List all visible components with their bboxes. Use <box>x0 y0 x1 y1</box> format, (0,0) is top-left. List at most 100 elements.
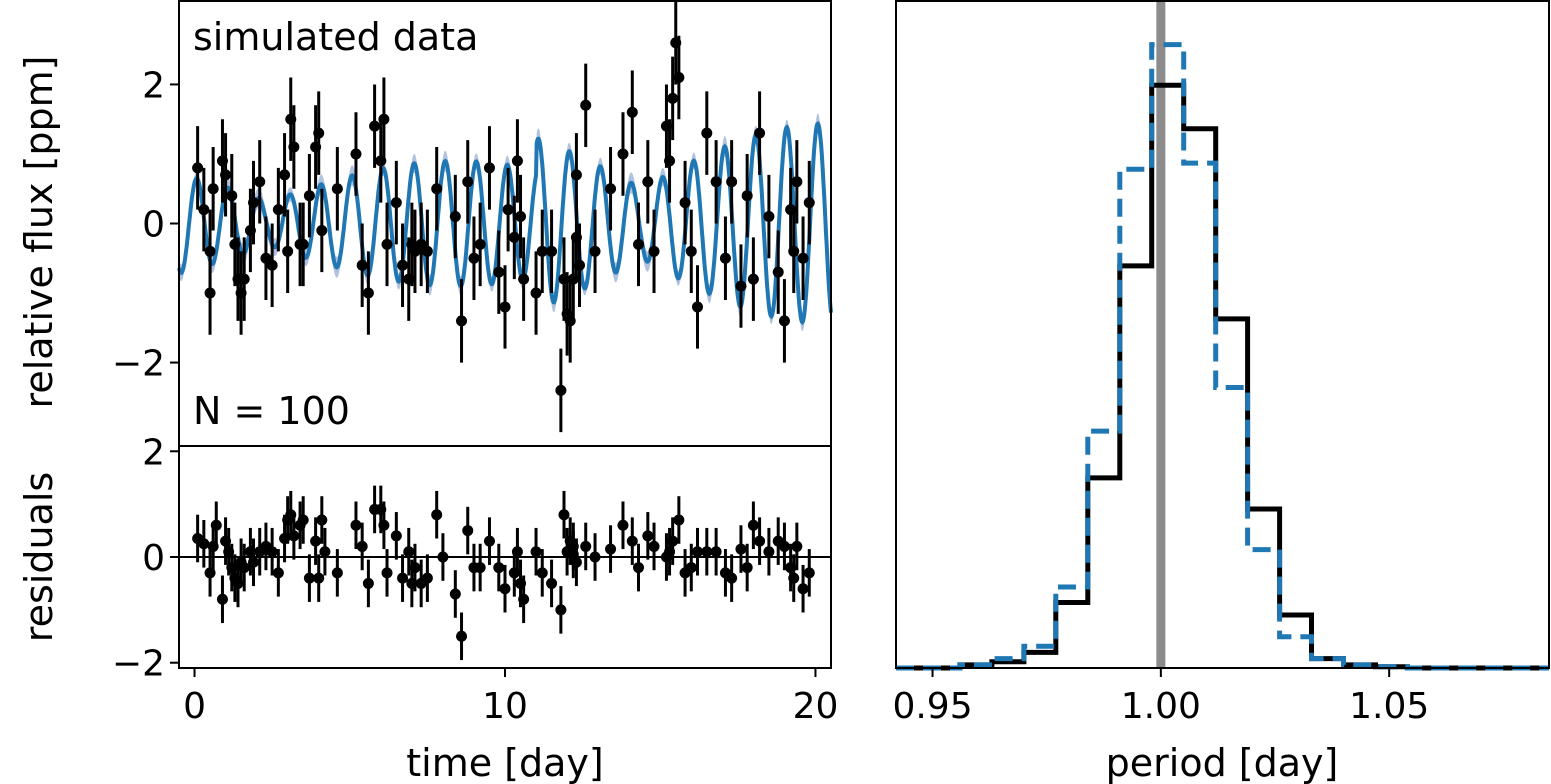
lightcurve-point-14 <box>254 140 266 224</box>
lightcurve-point-78 <box>726 140 738 224</box>
lightcurve-point-marker <box>508 231 520 243</box>
residual-point-35 <box>381 549 393 597</box>
residual-point-38 <box>403 527 415 576</box>
residual-point-marker <box>356 540 368 552</box>
lightcurve-point-marker <box>511 155 523 167</box>
residual-point-86 <box>763 527 775 576</box>
residual-point-50 <box>499 564 511 613</box>
residual-point-marker <box>747 519 759 531</box>
lightcurve-point-marker <box>788 245 800 257</box>
residual-point-marker <box>791 540 803 552</box>
residual-point-17 <box>266 527 278 576</box>
lightcurve-point-50 <box>515 174 527 259</box>
lightcurve-point-27 <box>350 112 362 196</box>
residual-point-74 <box>673 496 685 544</box>
lightcurve-point-83 <box>763 174 775 259</box>
lightcurve-point-marker <box>763 211 775 223</box>
lightcurve-point-73 <box>685 209 697 294</box>
lightcurve-point-28 <box>356 223 368 307</box>
time-xtick-label: 10 <box>482 686 528 727</box>
residual-point-marker <box>778 540 790 552</box>
lightcurve-point-62 <box>589 209 601 294</box>
lightcurve-point-marker <box>772 266 784 278</box>
residual-point-marker <box>282 514 294 526</box>
lightcurve-ytick-label: 0 <box>142 205 165 246</box>
residual-point-28 <box>319 527 331 576</box>
lightcurve-point-marker <box>778 315 790 327</box>
annotation-simulated-data: simulated data <box>193 15 478 59</box>
lightcurve-point-marker <box>670 37 682 49</box>
period-xlabel: period [day] <box>1106 741 1339 784</box>
residual-point-34 <box>378 501 390 550</box>
residual-point-marker <box>310 535 322 547</box>
lightcurve-point-marker <box>390 197 402 209</box>
residual-point-marker <box>381 567 393 579</box>
residuals-ylabel: residuals <box>17 472 61 642</box>
lightcurve-point-79 <box>735 244 747 328</box>
lightcurve-point-marker <box>356 259 368 271</box>
time-xlabel: time [day] <box>406 741 603 784</box>
residual-point-97 <box>409 543 421 592</box>
lightcurve-point-72 <box>679 160 691 245</box>
residual-point-12 <box>238 543 250 592</box>
lightcurve-point-89 <box>797 216 809 300</box>
residual-point-71 <box>648 522 660 571</box>
residual-point-marker <box>449 588 461 600</box>
lightcurve-point-40 <box>431 147 443 231</box>
residual-point-57 <box>546 559 558 608</box>
lightcurve-point-marker <box>381 238 393 250</box>
residual-point-5 <box>216 575 228 624</box>
lightcurve-point-93 <box>670 1 682 85</box>
residual-point-70 <box>642 512 654 560</box>
residual-point-76 <box>685 543 697 592</box>
residual-point-marker <box>378 519 390 531</box>
residual-point-marker <box>797 583 809 595</box>
residual-point-marker <box>511 546 523 558</box>
posterior-histogram-dashed <box>896 42 1549 671</box>
residual-point-90 <box>788 554 800 602</box>
lightcurve-point-53 <box>536 209 548 294</box>
lightcurve-point-34 <box>390 160 402 245</box>
residual-point-marker <box>403 546 415 558</box>
lightcurve-point-marker <box>667 92 679 104</box>
lightcurve-point-marker <box>297 238 309 250</box>
lightcurve-point-63 <box>605 147 617 231</box>
lightcurve-ylabel: relative flux [ppm] <box>17 56 61 409</box>
lightcurve-point-marker <box>207 183 219 195</box>
lightcurve-point-marker <box>499 301 511 313</box>
residual-point-47 <box>474 543 486 592</box>
lightcurve-point-marker <box>518 273 530 285</box>
lightcurve-point-marker <box>515 211 527 223</box>
period-xtick-label: 1.05 <box>1349 686 1429 727</box>
lightcurve-point-marker <box>664 155 676 167</box>
lightcurve-point-marker <box>462 176 474 188</box>
residual-point-4 <box>210 501 222 550</box>
residual-point-marker <box>567 540 579 552</box>
lightcurve-point-29 <box>362 251 374 335</box>
residual-point-14 <box>248 538 260 587</box>
lightcurve-point-marker <box>617 148 629 160</box>
lightcurve-point-44 <box>474 202 486 287</box>
lightcurve-point-marker <box>397 259 409 271</box>
lightcurve-point-marker <box>633 238 645 250</box>
residual-point-marker <box>493 562 505 574</box>
residual-point-58 <box>555 586 567 634</box>
lightcurve-ytick-label: −2 <box>112 344 165 385</box>
residual-point-0 <box>192 514 204 563</box>
lightcurve-point-marker <box>220 169 232 181</box>
residual-point-49 <box>493 543 505 592</box>
lightcurve-point-70 <box>667 56 679 141</box>
lightcurve-point-26 <box>316 188 328 273</box>
lightcurve-point-marker <box>605 183 617 195</box>
lightcurve-point-marker <box>331 183 343 195</box>
lightcurve-point-11 <box>238 237 250 321</box>
lightcurve-point-marker <box>449 211 461 223</box>
residual-point-77 <box>691 527 703 576</box>
lightcurve-point-52 <box>530 251 542 335</box>
lightcurve-point-48 <box>508 195 520 280</box>
lightcurve-point-marker <box>648 245 660 257</box>
residual-point-95 <box>567 522 579 571</box>
lightcurve-point-42 <box>462 140 474 224</box>
residual-point-27 <box>316 496 328 544</box>
